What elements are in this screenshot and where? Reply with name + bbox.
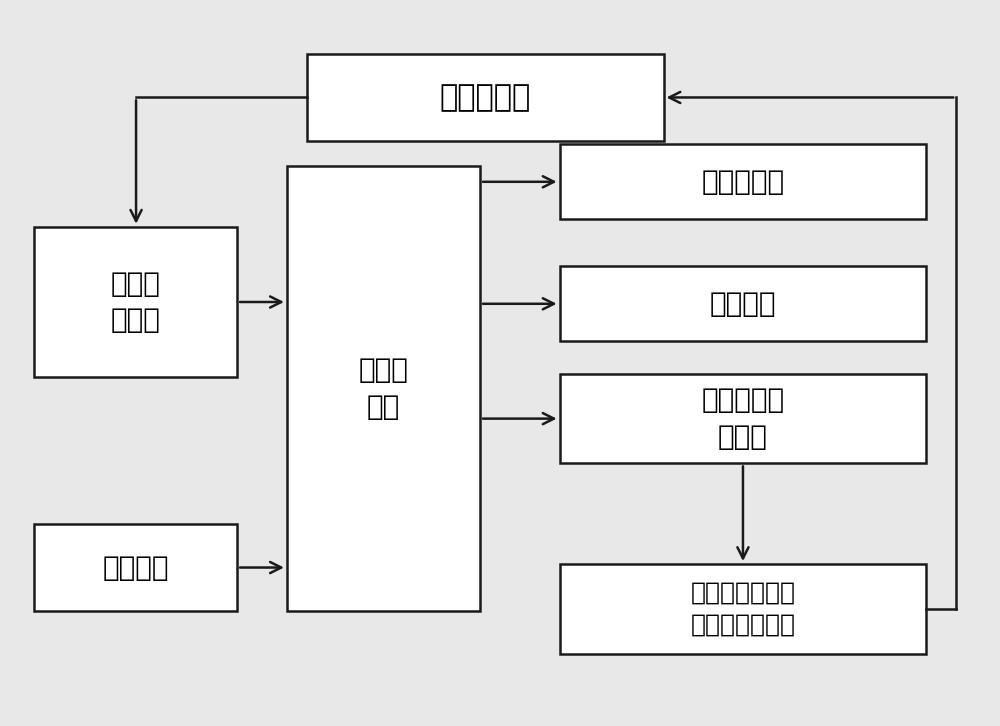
Text: 种苗催芽室: 种苗催芽室 [440,83,531,112]
Bar [34,227,237,378]
Bar [34,524,237,611]
Text: 声光报警: 声光报警 [710,290,776,318]
Bar [560,144,926,219]
Text: 液晶屏显示: 液晶屏显示 [701,168,785,196]
Bar [560,374,926,463]
Text: 继电器控制
模　块: 继电器控制 模 块 [701,386,785,451]
Bar [560,564,926,653]
Text: 按键输入: 按键输入 [102,553,169,582]
Bar [560,266,926,341]
Text: 温湿度
传感器: 温湿度 传感器 [111,269,160,335]
Text: 加热器、除湿机
电风扇、加湿器: 加热器、除湿机 电风扇、加湿器 [690,581,795,637]
Text: 单片机
模块: 单片机 模块 [359,356,408,420]
Bar [287,166,480,611]
Bar [307,54,664,141]
